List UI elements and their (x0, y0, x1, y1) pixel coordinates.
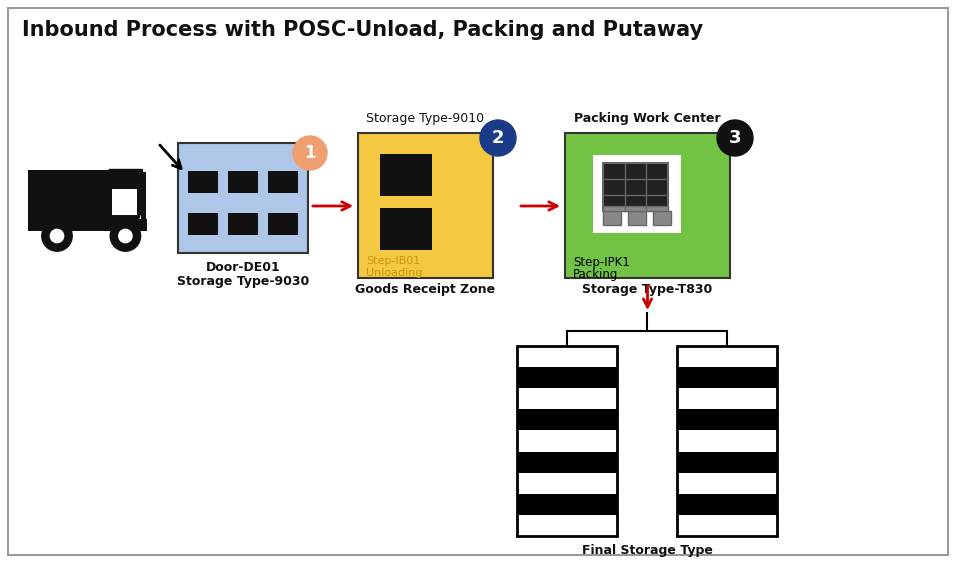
FancyBboxPatch shape (603, 206, 668, 211)
FancyBboxPatch shape (517, 409, 618, 431)
FancyBboxPatch shape (268, 171, 298, 193)
FancyBboxPatch shape (228, 213, 258, 235)
FancyBboxPatch shape (188, 171, 218, 193)
FancyBboxPatch shape (678, 494, 777, 515)
FancyBboxPatch shape (678, 367, 777, 388)
FancyBboxPatch shape (188, 213, 218, 235)
Text: Step-IPK1: Step-IPK1 (573, 256, 630, 269)
FancyBboxPatch shape (358, 133, 493, 278)
Polygon shape (109, 169, 142, 222)
Circle shape (42, 221, 73, 251)
Circle shape (51, 229, 64, 243)
FancyBboxPatch shape (517, 452, 618, 473)
Text: Storage Type-T830: Storage Type-T830 (582, 283, 712, 296)
Text: Storage Type-9010: Storage Type-9010 (366, 112, 485, 125)
Text: Goods Receipt Zone: Goods Receipt Zone (356, 283, 495, 296)
FancyBboxPatch shape (29, 219, 147, 231)
Text: Step-IB01: Step-IB01 (366, 256, 421, 266)
FancyBboxPatch shape (603, 211, 621, 225)
FancyBboxPatch shape (228, 171, 258, 193)
FancyBboxPatch shape (678, 452, 777, 473)
Text: Unloading: Unloading (366, 268, 423, 278)
FancyBboxPatch shape (380, 208, 432, 250)
FancyBboxPatch shape (178, 143, 308, 253)
FancyBboxPatch shape (565, 133, 730, 278)
Circle shape (717, 120, 753, 156)
Text: Door-DE01: Door-DE01 (206, 261, 280, 274)
FancyBboxPatch shape (517, 346, 618, 536)
Text: 1: 1 (304, 144, 315, 162)
FancyBboxPatch shape (517, 367, 618, 388)
Circle shape (119, 229, 132, 243)
FancyBboxPatch shape (653, 211, 671, 225)
Text: Final Storage Type: Final Storage Type (582, 544, 713, 557)
FancyBboxPatch shape (678, 346, 777, 536)
Text: Packing: Packing (573, 268, 619, 281)
FancyBboxPatch shape (112, 189, 137, 215)
FancyBboxPatch shape (593, 155, 681, 233)
Text: Storage Type-9030: Storage Type-9030 (177, 275, 309, 288)
FancyBboxPatch shape (268, 213, 298, 235)
FancyBboxPatch shape (29, 169, 109, 222)
Text: 2: 2 (491, 129, 504, 147)
Text: Inbound Process with POSC-Unload, Packing and Putaway: Inbound Process with POSC-Unload, Packin… (22, 20, 703, 40)
Text: Packing Work Center: Packing Work Center (575, 112, 721, 125)
FancyBboxPatch shape (603, 163, 668, 211)
FancyBboxPatch shape (141, 172, 146, 225)
Circle shape (293, 136, 327, 170)
Circle shape (480, 120, 516, 156)
FancyBboxPatch shape (678, 409, 777, 431)
FancyBboxPatch shape (517, 494, 618, 515)
Text: 3: 3 (728, 129, 741, 147)
FancyBboxPatch shape (8, 8, 948, 555)
Circle shape (110, 221, 141, 251)
FancyBboxPatch shape (380, 154, 432, 196)
FancyBboxPatch shape (628, 211, 646, 225)
